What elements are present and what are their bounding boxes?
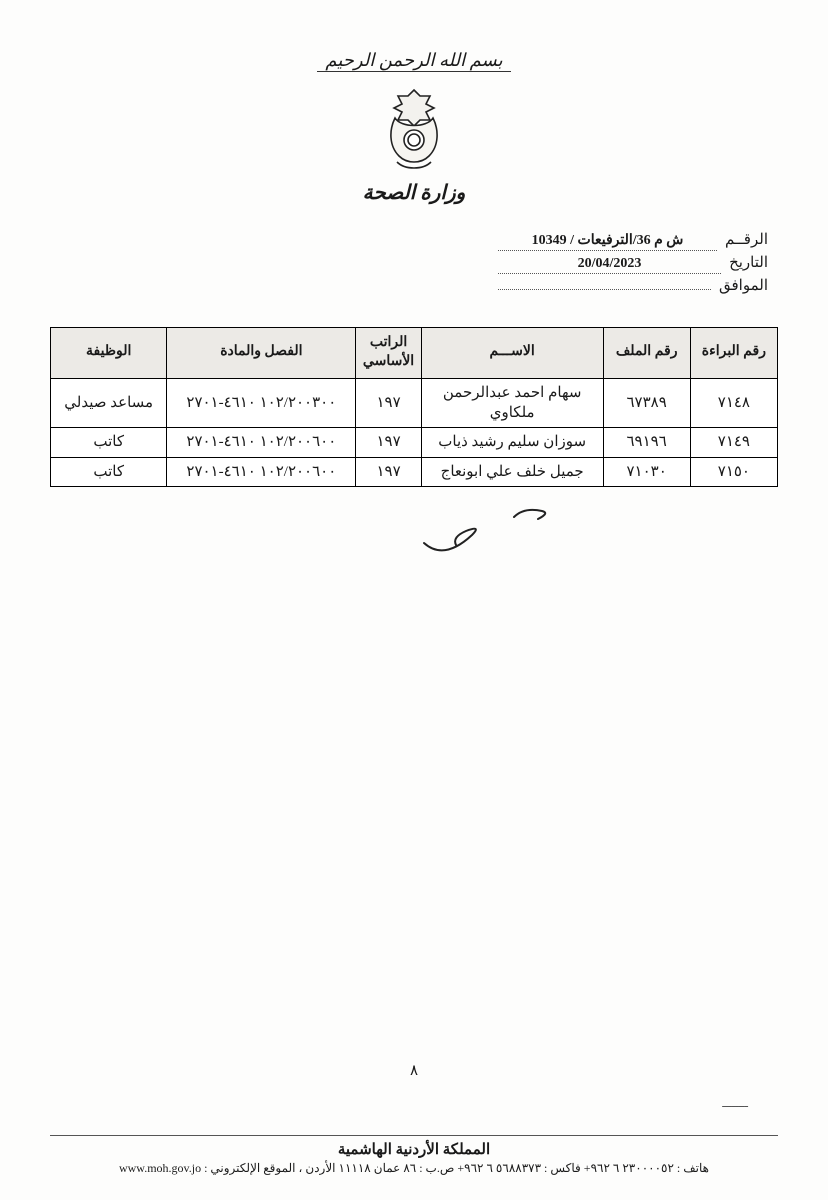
col-salary-header: الراتب الأساسي — [356, 328, 421, 379]
signature-icon — [364, 499, 584, 559]
signature-area — [50, 499, 778, 567]
promotions-table: رقم البراءة رقم الملف الاســـم الراتب ال… — [50, 327, 778, 487]
corresponds-value — [498, 288, 711, 290]
col-file-header: رقم الملف — [603, 328, 690, 379]
cell-name: سهام احمد عبدالرحمن ملكاوي — [421, 378, 603, 428]
cell-file: ٦٧٣٨٩ — [603, 378, 690, 428]
page-number: ٨ — [0, 1061, 828, 1080]
footer-kingdom: المملكة الأردنية الهاشمية — [50, 1140, 778, 1159]
bismillah-text: بسم الله الرحمن الرحيم — [317, 50, 510, 72]
col-decree-header: رقم البراءة — [690, 328, 777, 379]
document-page: بسم الله الرحمن الرحيم وزارة الصحة الرقـ… — [0, 0, 828, 1200]
cell-decree: ٧١٤٩ — [690, 428, 777, 457]
letterhead: بسم الله الرحمن الرحيم وزارة الصحة — [50, 50, 778, 205]
date-value: 20/04/2023 — [498, 256, 721, 274]
small-corner-note: ــــــــ — [722, 1097, 748, 1110]
table-row: ٧١٥٠ ٧١٠٣٠ جميل خلف علي ابونعاج ١٩٧ ١٠٢/… — [51, 457, 778, 486]
table-row: ٧١٤٨ ٦٧٣٨٩ سهام احمد عبدالرحمن ملكاوي ١٩… — [51, 378, 778, 428]
cell-decree: ٧١٤٨ — [690, 378, 777, 428]
cell-salary: ١٩٧ — [356, 378, 421, 428]
date-label: التاريخ — [729, 253, 768, 272]
cell-decree: ٧١٥٠ — [690, 457, 777, 486]
cell-job: كاتب — [51, 428, 167, 457]
reference-block: الرقــم ش م 36/الترفيعات / 10349 التاريخ… — [498, 230, 768, 295]
royal-emblem-icon — [50, 84, 778, 172]
table-row: ٧١٤٩ ٦٩١٩٦ سوزان سليم رشيد ذياب ١٩٧ ١٠٢/… — [51, 428, 778, 457]
page-footer: المملكة الأردنية الهاشمية هاتف : ٢٣٠٠٠٠٥… — [50, 1135, 778, 1176]
col-chapter-header: الفصل والمادة — [167, 328, 356, 379]
cell-file: ٦٩١٩٦ — [603, 428, 690, 457]
ref-number-value: ش م 36/الترفيعات / 10349 — [498, 232, 717, 251]
cell-job: مساعد صيدلي — [51, 378, 167, 428]
promotions-table-wrap: رقم البراءة رقم الملف الاســـم الراتب ال… — [50, 327, 778, 487]
cell-chapter: ١٠٢/٢٠٠٦٠٠ ٤٦١٠-٢٧٠١ — [167, 428, 356, 457]
cell-name: سوزان سليم رشيد ذياب — [421, 428, 603, 457]
cell-file: ٧١٠٣٠ — [603, 457, 690, 486]
corresponds-label: الموافق — [719, 276, 768, 295]
cell-salary: ١٩٧ — [356, 457, 421, 486]
cell-name: جميل خلف علي ابونعاج — [421, 457, 603, 486]
ref-number-label: الرقــم — [725, 230, 768, 249]
ministry-name: وزارة الصحة — [50, 180, 778, 205]
table-header-row: رقم البراءة رقم الملف الاســـم الراتب ال… — [51, 328, 778, 379]
col-job-header: الوظيفة — [51, 328, 167, 379]
col-name-header: الاســـم — [421, 328, 603, 379]
footer-contact: هاتف : ٢٣٠٠٠٠٥٢ ٦ ٩٦٢+ فاكس : ٥٦٨٨٣٧٣ ٦ … — [50, 1161, 778, 1176]
cell-chapter: ١٠٢/٢٠٠٣٠٠ ٤٦١٠-٢٧٠١ — [167, 378, 356, 428]
cell-job: كاتب — [51, 457, 167, 486]
cell-chapter: ١٠٢/٢٠٠٦٠٠ ٤٦١٠-٢٧٠١ — [167, 457, 356, 486]
cell-salary: ١٩٧ — [356, 428, 421, 457]
